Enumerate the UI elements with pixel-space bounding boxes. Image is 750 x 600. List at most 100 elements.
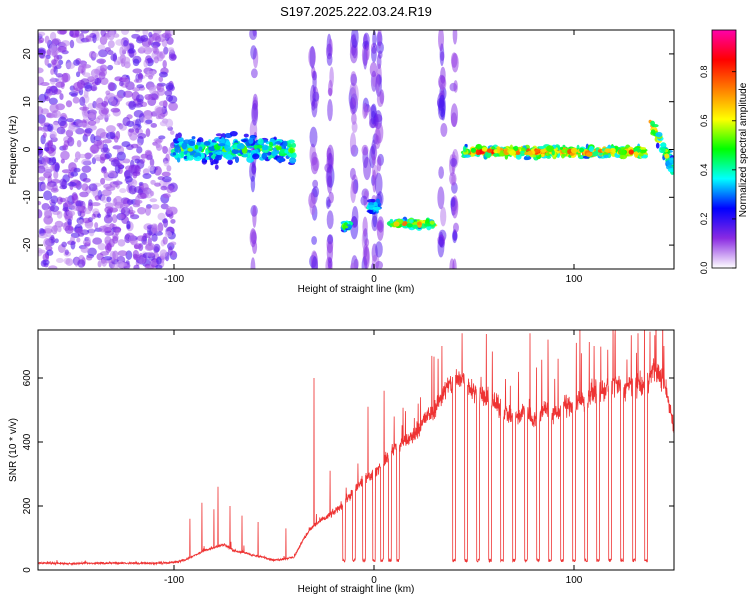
spectrogram-cell (491, 146, 496, 151)
spectrogram-cell (579, 147, 585, 153)
spectrogram-cell (227, 159, 233, 165)
spectrogram-cell (198, 146, 203, 152)
spectrogram-cell (639, 146, 647, 151)
spectrogram-cell (66, 118, 75, 123)
spectrogram-cell (100, 177, 106, 185)
spectrogram-cell (84, 207, 92, 215)
spectrogram-cell (194, 144, 198, 150)
spectrogram-cell (41, 155, 50, 166)
spectrogram-cell (604, 148, 612, 153)
spectrogram-cell (180, 151, 184, 158)
spectrogram-streak-blob (365, 44, 370, 61)
spectrogram-streak-blob (371, 155, 377, 166)
spectrogram-cell (375, 206, 379, 212)
spectrogram-cell (276, 146, 282, 151)
spectrogram-cell (570, 147, 578, 154)
spectrogram-cell (54, 238, 59, 244)
spectrogram-cell (149, 86, 157, 94)
spectrogram-cell (89, 109, 97, 120)
spectrogram-cell (470, 148, 477, 153)
spectrogram-streak-blob (249, 228, 257, 248)
spectrogram-streak-blob (249, 30, 258, 40)
spectrogram-xtick-label: -100 (164, 274, 184, 285)
spectrogram-cell (105, 217, 112, 223)
spectrogram-cell (123, 90, 133, 98)
spectrogram-streak-blob (452, 230, 457, 241)
spectrogram-streak-blob (374, 172, 383, 196)
spectrogram-streak-blob (376, 156, 382, 172)
colorbar-tick-label: 0.2 (699, 213, 709, 226)
spectrogram-cell (177, 137, 184, 143)
spectrogram-cell (43, 190, 53, 201)
spectrogram-cell (342, 224, 346, 230)
spectrogram-cell (87, 247, 97, 256)
spectrogram-cell (92, 34, 97, 44)
spectrogram-cell (38, 165, 46, 174)
spectrogram-cell (112, 250, 119, 260)
spectrogram-cell (88, 120, 97, 126)
spectrogram-cell (633, 151, 639, 158)
spectrogram-cell (492, 153, 499, 157)
spectrogram-cell (161, 145, 167, 151)
spectrogram-streak-blob (311, 236, 317, 245)
spectrogram-cell (97, 213, 102, 219)
spectrogram-cell (86, 255, 93, 261)
spectrogram-cell (158, 76, 164, 83)
spectrogram-xtick-label: 0 (371, 274, 377, 285)
spectrogram-cell (67, 136, 75, 147)
spectrogram-cell (43, 237, 52, 248)
spectrogram-cell (128, 235, 136, 244)
spectrogram-ytick-label: 10 (22, 96, 33, 108)
spectrogram-cell (99, 64, 108, 72)
chart-title: S197.2025.222.03.24.R19 (280, 4, 432, 19)
spectrogram-cell (65, 100, 73, 108)
spectrogram-streak-blob (450, 103, 458, 128)
spectrogram-cell (144, 94, 153, 100)
spectrogram-cell (282, 140, 288, 147)
spectrogram-cell (144, 233, 151, 239)
spectrogram-streak-blob (437, 236, 445, 258)
spectrogram-cell (126, 199, 134, 205)
spectrogram-cell (117, 56, 122, 65)
spectrogram-cell (155, 115, 162, 120)
spectrogram-cell (161, 171, 171, 177)
spectrogram-cell (38, 93, 47, 103)
spectrogram-streak-blob (349, 132, 357, 155)
spectrogram-cell (136, 235, 146, 242)
spectrogram-streak-blob (374, 114, 383, 123)
spectrogram-cell (406, 223, 413, 228)
spectrogram-streak-blob (453, 222, 459, 233)
spectrogram-cell (38, 76, 45, 86)
spectrogram-streak-blob (311, 70, 318, 81)
spectrogram-cell (97, 115, 104, 120)
spectrogram-cell (137, 133, 147, 139)
spectrogram-streak-blob (377, 216, 385, 233)
spectrogram-cell (77, 259, 86, 268)
spectrogram-cell (155, 139, 162, 145)
spectrogram-streak-blob (308, 46, 316, 68)
spectrogram-cell (664, 153, 670, 159)
spectrogram-cell (618, 149, 626, 156)
spectrogram-cell (47, 157, 57, 166)
spectrogram-cell (48, 265, 58, 269)
snr-frame (37, 329, 675, 571)
spectrogram-cell (92, 208, 100, 215)
spectrogram-cell (139, 45, 149, 51)
spectrogram-streak-blob (350, 71, 357, 86)
spectrogram-cell (116, 151, 126, 161)
spectrogram-cell (165, 82, 174, 91)
spectrogram-cell (75, 71, 81, 78)
spectrogram-cell (248, 137, 254, 144)
spectrogram-cell (118, 213, 125, 219)
spectrogram-cell (57, 30, 67, 35)
spectrogram-cell (138, 73, 143, 79)
spectrogram-streak-blob (309, 126, 318, 148)
spectrogram-cell (117, 250, 128, 257)
spectrogram-cell (41, 203, 50, 211)
spectrogram-cell (429, 220, 435, 225)
spectrogram-cell (82, 177, 91, 183)
spectrogram-cell (109, 181, 119, 188)
spectrogram-cell (291, 142, 297, 148)
spectrogram-cell (202, 158, 206, 162)
